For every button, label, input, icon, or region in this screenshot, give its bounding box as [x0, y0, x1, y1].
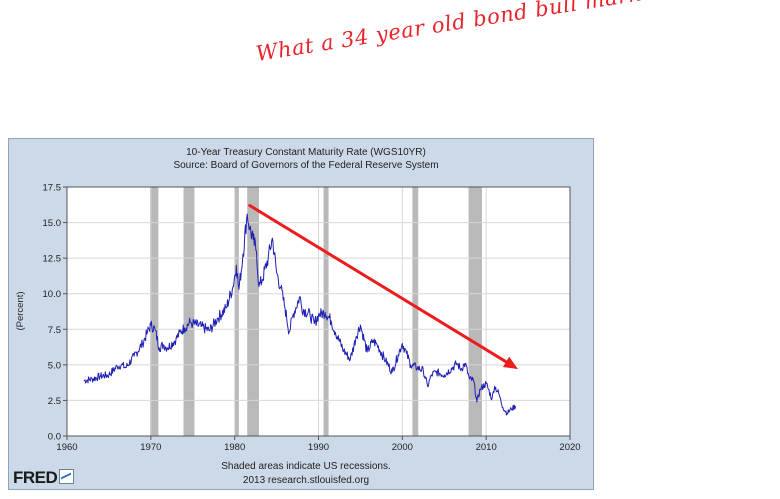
x-tick-label: 2020 [559, 442, 580, 453]
y-axis-label: (Percent) [15, 291, 26, 330]
recession-shading-group [149, 187, 482, 436]
y-tick-label: 0.0 [48, 432, 61, 443]
x-tick-label: 1980 [224, 442, 245, 453]
chart-subtitle: Source: Board of Governors of the Federa… [173, 160, 438, 171]
footer-recession-note: Shaded areas indicate US recessions. [221, 461, 391, 472]
x-tick-label: 1960 [56, 442, 77, 453]
recession-band-4 [323, 187, 329, 436]
trend-arrow-group [248, 203, 519, 370]
fred-logo-text: FRED [13, 468, 58, 487]
fred-graph-icon [59, 469, 75, 484]
recession-band-1 [183, 187, 195, 436]
fred-chart-panel: 10-Year Treasury Constant Maturity Rate … [8, 138, 594, 490]
recession-band-6 [468, 187, 482, 436]
footer-source: 2013 research.stlouisfed.org [243, 475, 369, 486]
series-group [83, 213, 516, 416]
trend-arrow-head [502, 356, 519, 370]
y-tick-label: 12.5 [43, 254, 62, 265]
recession-band-0 [149, 187, 159, 436]
chart-annotation-text: What a 34 year old bond bull market look… [254, 0, 778, 66]
x-tick-label: 1970 [140, 442, 161, 453]
series-line-WGS10YR [83, 213, 516, 416]
trend-arrow-shaft [248, 203, 508, 364]
recession-band-3 [247, 187, 259, 436]
recession-band-5 [412, 187, 419, 436]
y-tick-label: 5.0 [48, 360, 61, 371]
y-tick-label: 15.0 [43, 218, 62, 229]
y-tick-label: 2.5 [48, 396, 61, 407]
x-tick-label: 2000 [392, 442, 413, 453]
fred-logo: FRED [13, 468, 75, 488]
recession-band-2 [234, 187, 239, 436]
chart-title: 10-Year Treasury Constant Maturity Rate … [186, 147, 426, 158]
y-tick-label: 17.5 [43, 183, 62, 194]
y-tick-label: 7.5 [48, 325, 61, 336]
y-axis-ticks: 0.0 2.5 5.0 7.5 10.0 12.5 15.0 17.5 [43, 183, 67, 443]
x-tick-label: 1990 [308, 442, 329, 453]
y-tick-label: 10.0 [43, 289, 62, 300]
chart-canvas: 10-Year Treasury Constant Maturity Rate … [15, 147, 581, 486]
x-tick-label: 2010 [476, 442, 497, 453]
x-axis-ticks: 1960 1970 1980 1990 2000 2010 2020 [56, 436, 581, 453]
